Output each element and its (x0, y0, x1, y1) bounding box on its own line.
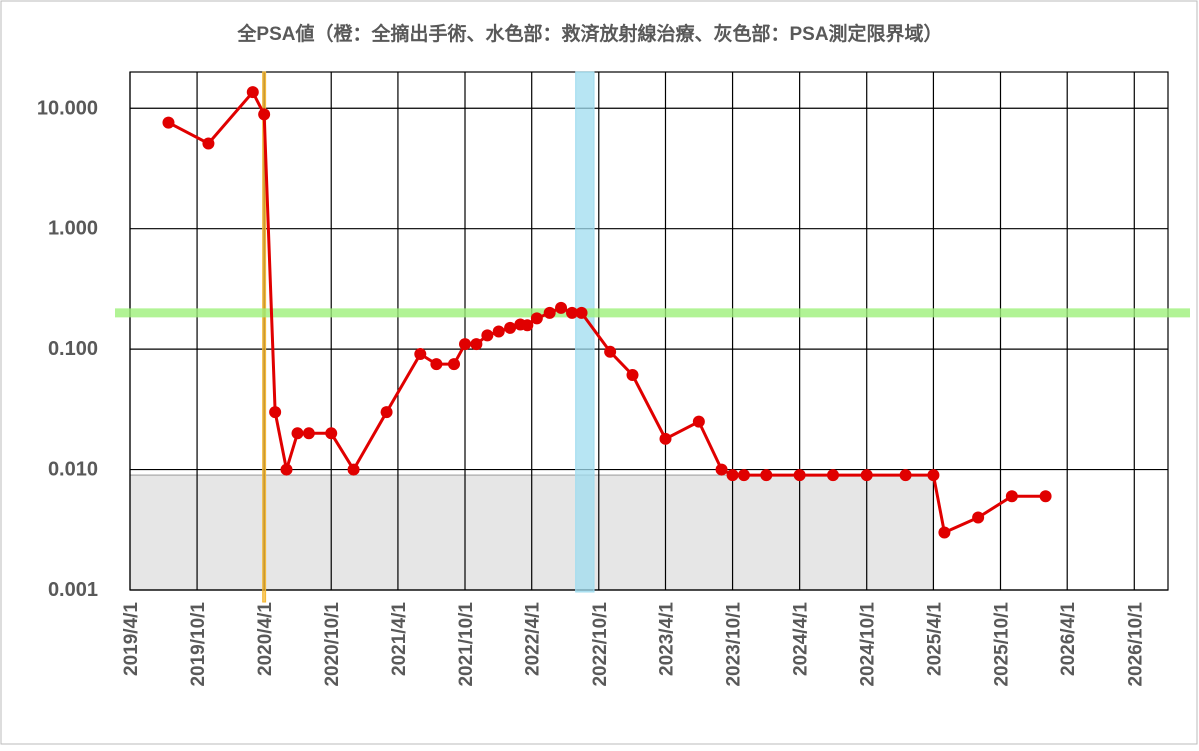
data-point (302, 427, 315, 440)
data-point (470, 338, 483, 351)
data-point (826, 469, 839, 482)
x-tick-label: 2022/10/1 (590, 602, 611, 687)
data-point (737, 469, 750, 482)
x-tick-label: 2025/10/1 (991, 602, 1012, 687)
data-point (448, 358, 461, 371)
data-point (1039, 490, 1052, 503)
y-tick-label: 0.001 (48, 579, 98, 601)
data-point (246, 86, 259, 99)
x-tick-label: 2019/10/1 (188, 602, 209, 687)
x-tick-label: 2021/10/1 (456, 602, 477, 687)
data-point (380, 406, 393, 419)
data-point (530, 312, 543, 325)
x-tick-label: 2019/4/1 (121, 602, 142, 676)
data-point (659, 432, 672, 445)
data-point (504, 321, 517, 334)
y-tick-label: 0.010 (48, 459, 98, 481)
data-point (481, 329, 494, 342)
data-point (258, 108, 271, 121)
data-point (692, 415, 705, 428)
x-tick-label: 2025/4/1 (924, 602, 945, 676)
x-tick-label: 2021/4/1 (389, 602, 410, 676)
plot-area (129, 71, 1169, 591)
x-tick-label: 2022/4/1 (523, 602, 544, 676)
data-point (626, 368, 639, 381)
data-point (726, 469, 739, 482)
data-point (715, 463, 728, 476)
data-point (860, 469, 873, 482)
data-point (575, 306, 588, 319)
x-tick-label: 2026/10/1 (1125, 602, 1146, 687)
data-point (414, 348, 427, 361)
data-point (269, 406, 282, 419)
x-tick-label: 2026/4/1 (1058, 602, 1079, 676)
x-band (262, 71, 267, 603)
data-point (793, 469, 806, 482)
data-point (899, 469, 912, 482)
data-point (162, 116, 175, 129)
data-point (938, 526, 951, 539)
y-tick-label: 0.100 (48, 338, 98, 360)
data-point (927, 469, 940, 482)
data-point (555, 301, 568, 314)
data-point (280, 463, 293, 476)
data-point (430, 358, 443, 371)
y-tick-label: 1.000 (48, 218, 98, 240)
chart-title: 全PSA値（橙：全摘出手術、水色部：救済放射線治療、灰色部：PSA測定限界域） (236, 22, 942, 45)
x-tick-label: 2020/10/1 (322, 602, 343, 687)
x-tick-label: 2020/4/1 (255, 602, 276, 676)
x-tick-label: 2023/4/1 (656, 602, 677, 676)
data-point (202, 137, 215, 150)
x-band (575, 71, 595, 593)
data-point (760, 469, 773, 482)
x-tick-label: 2024/10/1 (858, 602, 879, 687)
data-point (972, 511, 985, 524)
data-point (347, 463, 360, 476)
data-point (604, 345, 617, 358)
data-point (325, 427, 338, 440)
data-point (543, 306, 556, 319)
data-point (521, 319, 534, 332)
data-point (566, 306, 579, 319)
y-tick-label: 10.000 (37, 97, 98, 119)
x-tick-label: 2023/10/1 (724, 602, 745, 687)
data-point (1005, 490, 1018, 503)
data-point (459, 338, 472, 351)
data-point (492, 325, 505, 338)
x-tick-label: 2024/4/1 (791, 602, 812, 676)
data-point (291, 427, 304, 440)
